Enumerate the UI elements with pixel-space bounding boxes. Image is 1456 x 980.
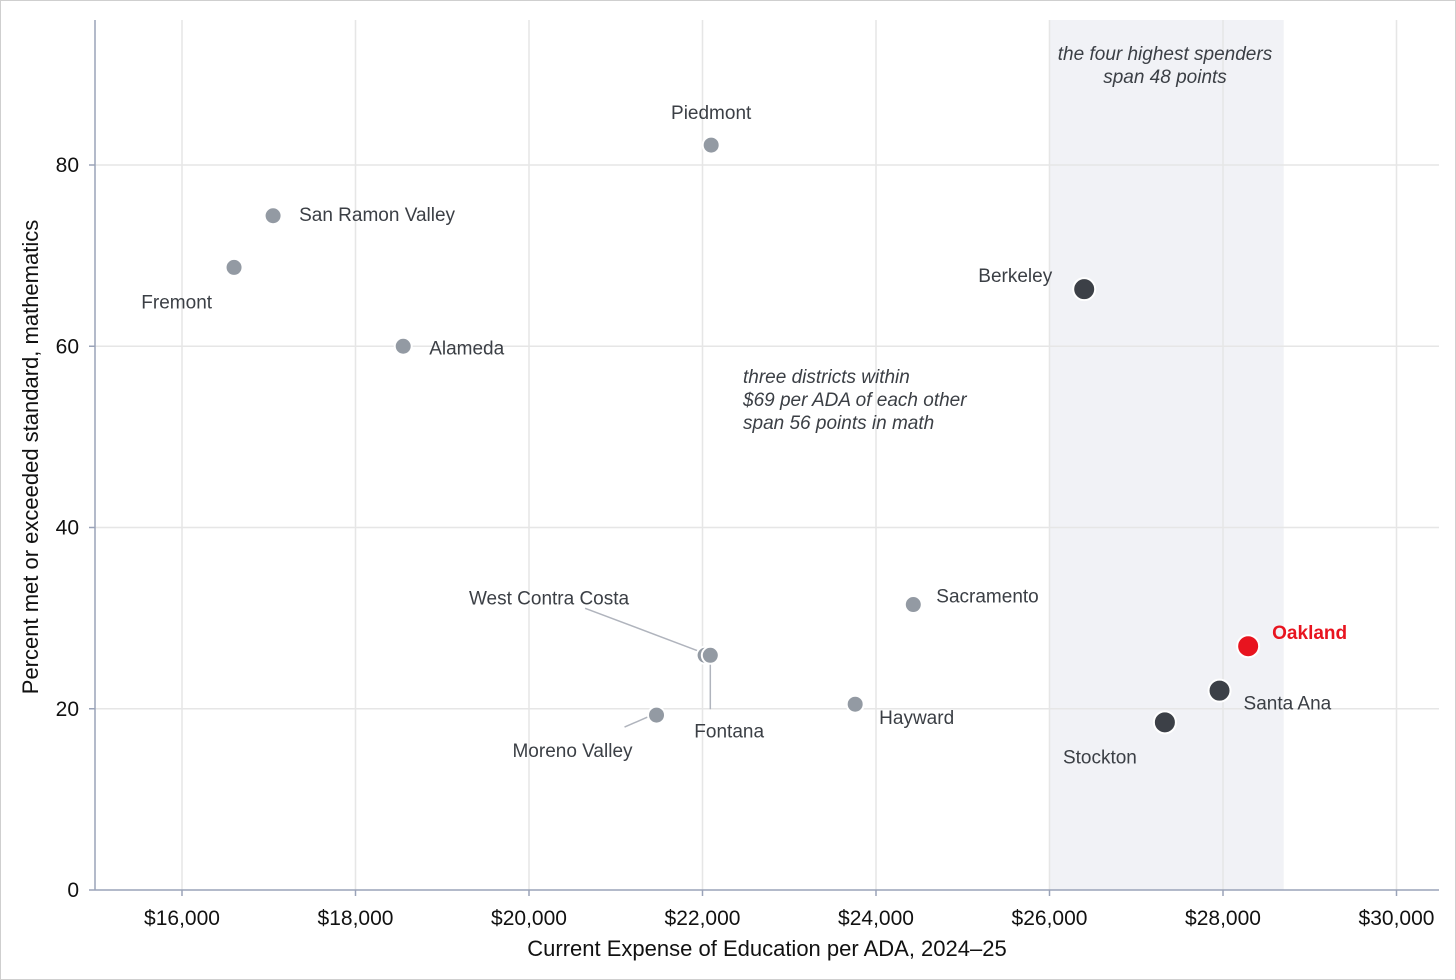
point-sacramento (903, 595, 923, 615)
y-axis-title: Percent met or exceeded standard, mathem… (18, 220, 43, 694)
annotation-2-line-3: span 56 points in math (743, 413, 934, 434)
point-fontana (700, 645, 720, 665)
point-label-piedmont: Piedmont (671, 103, 752, 124)
point-label-stockton: Stockton (1063, 747, 1137, 768)
point-label-sacramento: Sacramento (936, 587, 1038, 608)
point-fremont (224, 257, 244, 277)
x-tick-label-26000: $26,000 (1012, 907, 1088, 930)
point-piedmont (701, 135, 721, 155)
x-tick-label-16000: $16,000 (144, 907, 220, 930)
grid-layer (95, 20, 1439, 890)
point-label-santa-ana: Santa Ana (1244, 694, 1332, 715)
y-tick-label-0: 0 (67, 879, 79, 902)
point-hayward (845, 694, 865, 714)
y-tick-label-60: 60 (56, 335, 79, 358)
point-label-alameda: Alameda (429, 338, 504, 359)
annotation-layer: the four highest spenders span 48 pointst… (742, 44, 1273, 434)
point-label-san-ramon-valley: San Ramon Valley (299, 205, 455, 226)
annotation-1-line-1: the four highest spenders (1058, 44, 1273, 65)
leader-layer (584, 607, 712, 728)
annotation-2-line-1: three districts within (743, 367, 910, 388)
x-tick-label-24000: $24,000 (838, 907, 914, 930)
point-label-west-contra-costa: West Contra Costa (469, 588, 630, 609)
x-tick-label-18000: $18,000 (318, 907, 394, 930)
point-alameda (393, 336, 413, 356)
label-layer: Piedmont San Ramon Valley Fremont Alameda Sa… (141, 103, 1347, 768)
x-tick-label-20000: $20,000 (491, 907, 567, 930)
point-label-hayward: Hayward (879, 708, 954, 729)
y-tick-label-80: 80 (56, 154, 79, 177)
x-tick-label-30000: $30,000 (1359, 907, 1435, 930)
point-santa-ana (1207, 678, 1232, 703)
axis-layer: $16,000 $18,000 $20,000 $22,000 $24,000 $26,0… (56, 20, 1439, 930)
point-berkeley (1072, 277, 1097, 302)
point-label-oakland: Oakland (1272, 623, 1347, 644)
annotation-2-line-2: $69 per ADA of each other (742, 390, 967, 411)
annotation-1: the four highest spenders span 48 points (1058, 44, 1273, 88)
annotation-1-line-2: span 48 points (1103, 67, 1227, 88)
leader-line-west-contra-costa (584, 607, 700, 652)
point-oakland (1236, 634, 1261, 659)
leader-line-moreno-valley (624, 716, 648, 728)
point-label-berkeley: Berkeley (978, 266, 1052, 287)
x-tick-label-22000: $22,000 (665, 907, 741, 930)
x-axis-title: Current Expense of Education per ADA, 20… (527, 936, 1006, 961)
point-san-ramon-valley (263, 206, 283, 226)
x-tick-label-28000: $28,000 (1185, 907, 1261, 930)
annotation-2: three districts within $69 per ADA of eac… (742, 367, 967, 434)
point-stockton (1152, 710, 1177, 735)
point-layer (224, 135, 1261, 735)
y-tick-label-40: 40 (56, 517, 79, 540)
point-moreno-valley (647, 705, 667, 725)
point-label-fremont: Fremont (141, 292, 212, 313)
point-label-fontana: Fontana (694, 721, 764, 742)
point-label-moreno-valley: Moreno Valley (512, 741, 633, 762)
y-tick-label-20: 20 (56, 698, 79, 721)
